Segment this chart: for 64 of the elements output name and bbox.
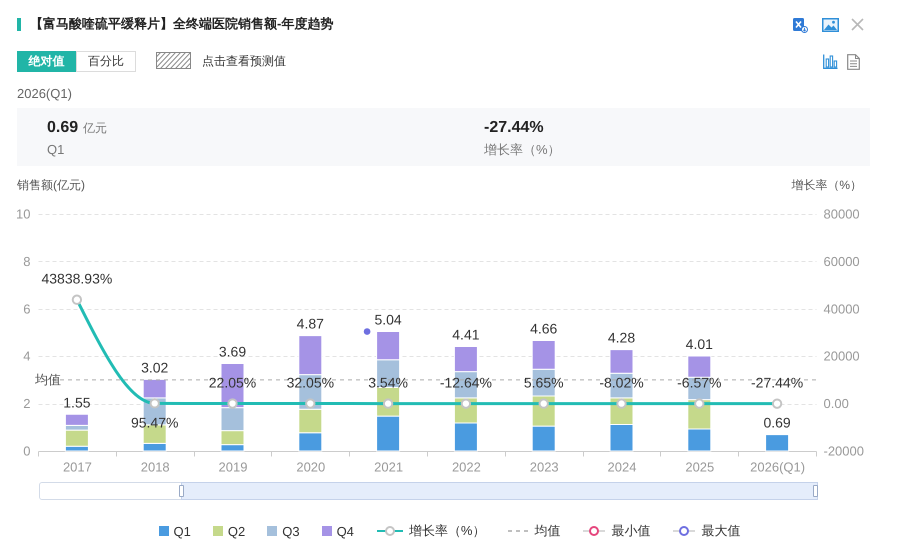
x-tick-label: 2025 (685, 460, 714, 474)
data-label: 3.54% (368, 374, 408, 391)
text: 增长率（%） (484, 142, 561, 158)
data-label: -12.64% (440, 374, 492, 391)
legend-label: Q2 (228, 524, 246, 538)
legend-label: Q4 (336, 524, 354, 538)
text: 亿元 (83, 121, 107, 136)
x-tick-label: 2021 (374, 460, 404, 474)
x-tick-label: 2026(Q1) (750, 460, 806, 474)
y2-tick-label: -20000 (824, 444, 864, 458)
y-tick-label: 4 (23, 348, 30, 364)
data-label: 22.05% (208, 374, 256, 391)
x-tick-label: 2019 (218, 460, 248, 474)
text: -27.44% (484, 118, 544, 138)
data-label: 95.47% (130, 414, 178, 430)
y2-axis-title: 增长率（%） (791, 178, 862, 192)
y2-tick-label: 0.00 (824, 396, 849, 412)
x-tick-label: 2018 (140, 460, 170, 474)
text: 2026(Q1) (17, 86, 72, 102)
total-label: 3.69 (218, 344, 246, 360)
text: 0.69 (47, 118, 78, 138)
chart-title: 【富马酸喹硫平缓释片】全终端医院销售额-年度趋势 (30, 16, 334, 32)
total-label: 4.41 (452, 326, 480, 342)
total-label: 4.01 (686, 336, 714, 352)
total-label: 4.28 (608, 330, 636, 346)
data-label: 32.05% (286, 374, 334, 391)
total-label: 4.87 (296, 316, 324, 332)
y-tick-label: 2 (23, 396, 30, 412)
data-label: -8.02% (599, 374, 644, 391)
y-axis-title: 销售额(亿元) (17, 178, 85, 192)
data-label: 43838.93% (41, 270, 112, 287)
bar (765, 434, 790, 452)
legend-label: Q1 (174, 524, 191, 538)
total-label: 3.02 (141, 359, 169, 376)
total-label: 4.66 (530, 320, 558, 337)
legend-label: 最大值 (701, 522, 740, 540)
toggle-button: 百分比 (76, 51, 136, 72)
text: 点击查看预测值 (202, 54, 286, 68)
legend-label: 最小值 (611, 522, 650, 540)
x-tick-label: 2024 (608, 460, 636, 474)
y-tick-label: 6 (23, 301, 30, 316)
ref-line-label: 均值 (34, 372, 61, 387)
legend-label: 增长率（%） (408, 522, 486, 540)
y2-tick-label: 80000 (824, 206, 860, 222)
y2-tick-label: 40000 (824, 301, 860, 316)
x-tick-label: 2017 (62, 460, 92, 474)
total-label: 5.04 (374, 312, 402, 328)
y2-tick-label: 60000 (824, 254, 860, 269)
x-tick-label: 2023 (530, 460, 559, 474)
y2-tick-label: 20000 (824, 348, 860, 364)
x-tick-label: 2022 (452, 460, 481, 474)
total-label: 0.69 (763, 414, 791, 431)
data-label: -27.44% (751, 374, 804, 391)
data-label: -6.57% (677, 374, 722, 391)
y-tick-label: 8 (23, 254, 30, 269)
legend-label: Q3 (282, 524, 300, 538)
y-tick-label: 10 (16, 206, 30, 222)
text: 均值 (534, 523, 560, 538)
toggle-button: 绝对值 (17, 51, 76, 72)
text: Q1 (47, 142, 64, 158)
total-label: 1.55 (63, 394, 91, 410)
x-tick-label: 2020 (296, 460, 326, 474)
data-label: 5.65% (524, 374, 564, 391)
y-tick-label: 0 (23, 444, 30, 458)
